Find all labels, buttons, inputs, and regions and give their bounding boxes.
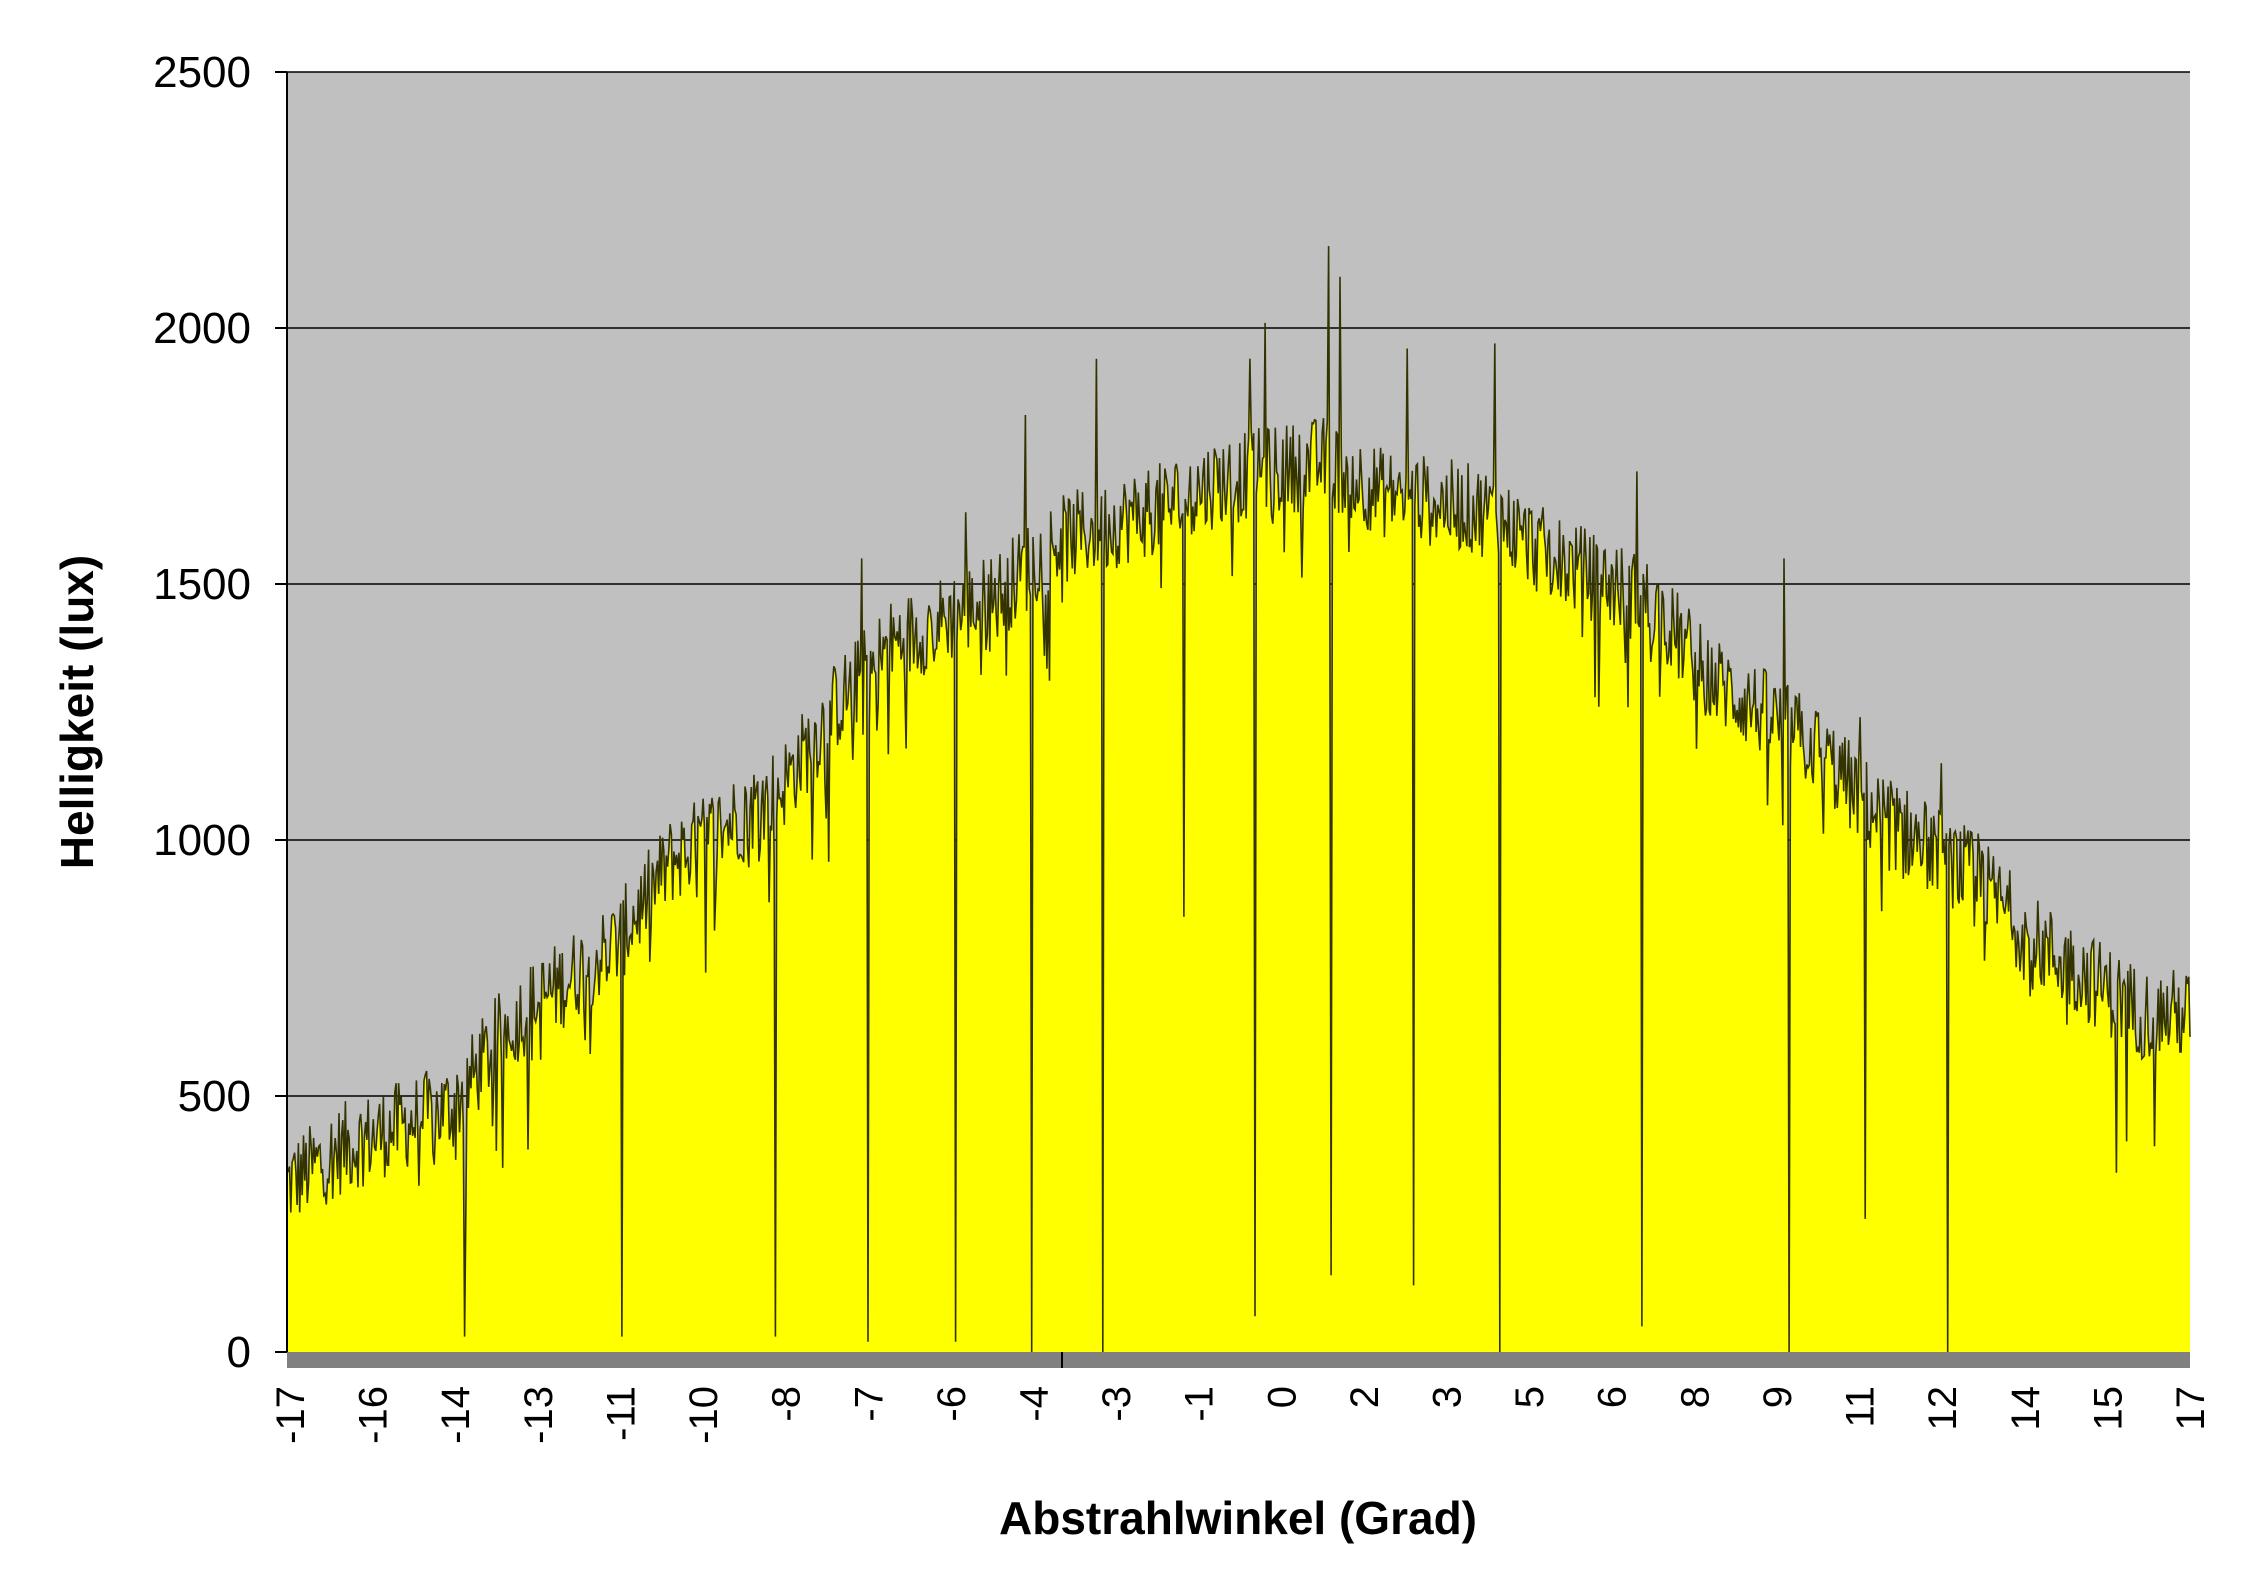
- x-tick-label: -17: [269, 1386, 313, 1444]
- x-axis-band: [287, 1352, 2190, 1368]
- x-tick-label: 15: [2086, 1386, 2130, 1431]
- x-tick-label: 12: [1921, 1386, 1965, 1431]
- y-axis: 0 500 1000 1500 2000 2500: [153, 48, 288, 1377]
- series-line: [286, 246, 2191, 1353]
- x-tick-label: -8: [765, 1386, 809, 1422]
- y-tick-label: 2500: [153, 48, 251, 97]
- x-tick-label: -10: [682, 1386, 726, 1444]
- x-tick-label: 14: [2004, 1386, 2048, 1431]
- y-tick-label: 500: [178, 1072, 251, 1121]
- x-tick-label: 9: [1756, 1386, 1800, 1408]
- x-tick-label: 2: [1343, 1386, 1387, 1408]
- x-tick-label: -1: [1178, 1386, 1222, 1422]
- x-axis-title: Abstrahlwinkel (Grad): [999, 1492, 1477, 1544]
- x-tick-label: -14: [434, 1386, 478, 1444]
- x-tick-label: 11: [1839, 1386, 1883, 1428]
- x-tick-label: 3: [1426, 1386, 1470, 1408]
- x-tick-label: -4: [1013, 1386, 1057, 1422]
- x-tick-label: -16: [352, 1386, 396, 1444]
- y-tick-label: 2000: [153, 304, 251, 353]
- x-tick-label: 6: [1591, 1386, 1635, 1408]
- x-tick-label: -11: [599, 1386, 643, 1441]
- x-tick-label: -7: [847, 1386, 891, 1422]
- x-tick-label: 17: [2169, 1386, 2213, 1431]
- data-series: [286, 246, 2191, 1353]
- y-tick-label: 0: [227, 1328, 251, 1377]
- x-tick-label: -3: [1095, 1386, 1139, 1422]
- x-tick-label: -6: [930, 1386, 974, 1422]
- x-axis: -17 -16 -14 -13 -11 -10 -8 -7 -6 -4 -3 -1 0 2 3 5 6 8 9 11 1…: [269, 1386, 2213, 1444]
- y-tick-label: 1500: [153, 560, 251, 609]
- y-axis-title: Helligkeit (lux): [51, 555, 103, 869]
- area-fill: [287, 246, 2190, 1353]
- x-tick-label: 0: [1260, 1386, 1304, 1408]
- x-tick-label: 5: [1508, 1386, 1552, 1408]
- x-tick-label: 8: [1673, 1386, 1717, 1408]
- x-tick-label: -13: [517, 1386, 561, 1444]
- y-tick-label: 1000: [153, 816, 251, 865]
